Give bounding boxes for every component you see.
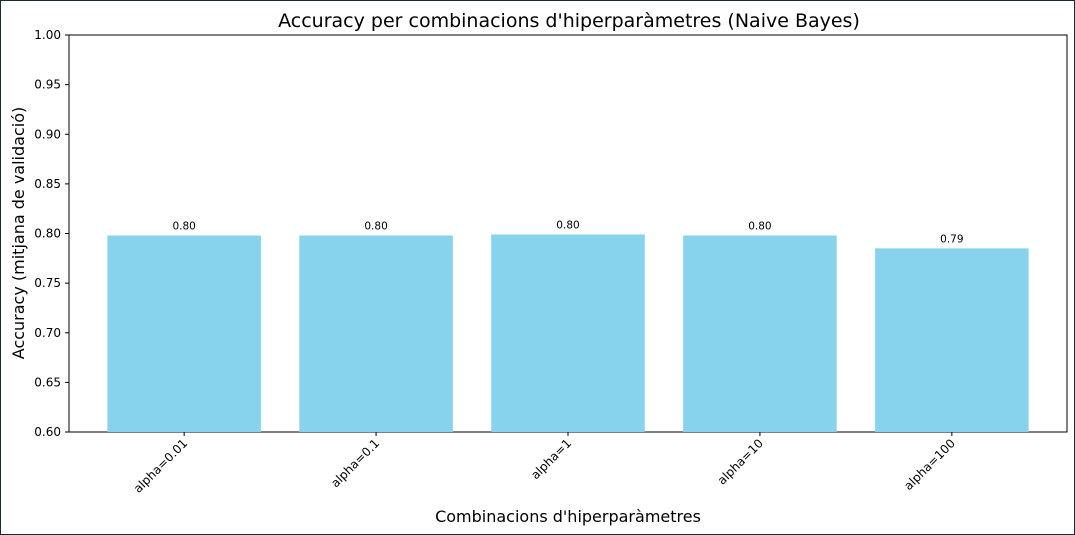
bar-value-label: 0.79 bbox=[940, 233, 963, 245]
y-tick-label: 0.70 bbox=[34, 326, 61, 340]
bars: 0.80 0.80 0.80 0.80 0.79 bbox=[107, 219, 1029, 432]
bar bbox=[875, 248, 1029, 432]
x-axis: alpha=0.01 alpha=0.1 alpha=1 alpha=10 alpha=… bbox=[131, 432, 958, 496]
chart-title: Accuracy per combinacions d'hiperparàmet… bbox=[278, 10, 860, 32]
x-axis-label: Combinacions d'hiperparàmetres bbox=[435, 507, 701, 526]
x-tick-label: alpha=10 bbox=[715, 436, 766, 487]
y-tick-label: 0.95 bbox=[34, 78, 61, 92]
x-tick-label: alpha=0.1 bbox=[328, 436, 382, 490]
bar bbox=[299, 235, 453, 432]
bar-value-label: 0.80 bbox=[172, 220, 195, 232]
y-tick-label: 0.90 bbox=[34, 127, 61, 141]
bar-value-label: 0.80 bbox=[748, 220, 771, 232]
y-axis-label: Accuracy (mitjana de validació) bbox=[9, 107, 28, 359]
bar bbox=[683, 235, 837, 432]
y-tick-label: 0.65 bbox=[34, 375, 61, 389]
x-tick-label: alpha=1 bbox=[528, 436, 574, 482]
y-tick-label: 0.85 bbox=[34, 177, 61, 191]
x-tick-label: alpha=100 bbox=[901, 436, 958, 493]
y-tick-label: 1.00 bbox=[34, 28, 61, 42]
bar bbox=[491, 234, 645, 432]
y-tick-label: 0.80 bbox=[34, 227, 61, 241]
x-tick-label: alpha=0.01 bbox=[131, 436, 190, 495]
y-axis: 0.60 0.65 0.70 0.75 0.80 0.85 0.90 0.95 1.00 bbox=[34, 28, 69, 439]
y-tick-label: 0.75 bbox=[34, 276, 61, 290]
y-tick-label: 0.60 bbox=[34, 425, 61, 439]
bar-value-label: 0.80 bbox=[556, 219, 579, 231]
bar bbox=[107, 235, 261, 432]
bar-value-label: 0.80 bbox=[364, 220, 387, 232]
